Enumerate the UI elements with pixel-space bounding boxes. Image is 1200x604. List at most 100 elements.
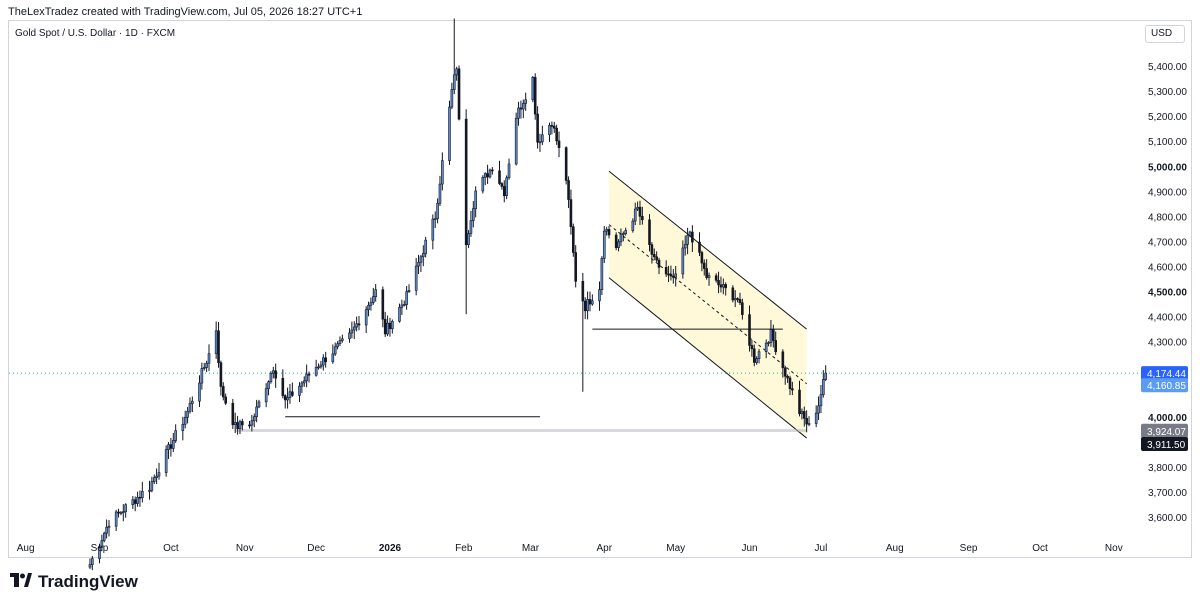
candle-body xyxy=(791,388,794,391)
candle xyxy=(517,101,520,126)
x-tick-label: Oct xyxy=(1032,543,1048,554)
candle xyxy=(100,534,104,552)
candle xyxy=(802,406,806,427)
candle xyxy=(436,198,439,224)
candle xyxy=(574,245,577,288)
candle-body xyxy=(91,558,94,565)
candle-body xyxy=(431,218,435,241)
candle xyxy=(422,245,425,267)
candle xyxy=(667,265,670,282)
candle-body xyxy=(707,275,711,278)
candle xyxy=(291,382,294,397)
candle xyxy=(472,201,475,228)
candle-body xyxy=(472,208,475,221)
candle xyxy=(350,321,354,339)
prev-close-badge-bg xyxy=(1141,378,1188,393)
symbol-title[interactable]: Gold Spot / U.S. Dollar · 1D · FXCM xyxy=(15,28,176,39)
candle-body xyxy=(474,190,477,209)
candle-body xyxy=(731,287,735,301)
candle-body xyxy=(688,231,692,236)
candle xyxy=(464,109,468,315)
candlesticks xyxy=(88,18,828,571)
candle xyxy=(383,311,387,337)
candle xyxy=(405,286,408,310)
descending-channel[interactable] xyxy=(608,170,807,439)
candle xyxy=(252,413,256,428)
candle-body xyxy=(100,540,104,548)
candle xyxy=(624,227,627,236)
candle xyxy=(255,399,258,423)
candle-body xyxy=(541,134,544,143)
candle-body xyxy=(219,362,223,387)
candle xyxy=(583,297,587,320)
candle xyxy=(536,106,539,149)
candle xyxy=(772,324,775,348)
candle xyxy=(467,230,470,249)
candle xyxy=(167,441,170,459)
candle xyxy=(314,359,318,377)
candle xyxy=(617,239,620,252)
candle-body xyxy=(672,275,675,278)
candle xyxy=(705,259,708,280)
candle xyxy=(788,375,792,395)
candle xyxy=(114,509,118,531)
candle-body xyxy=(705,268,708,278)
currency-selector[interactable]: USD xyxy=(1145,25,1185,43)
candle xyxy=(267,380,270,396)
candle-body xyxy=(683,244,687,249)
candle xyxy=(152,474,156,485)
candle xyxy=(221,382,225,401)
candle-body xyxy=(207,353,211,364)
candle xyxy=(150,476,154,493)
candle-body xyxy=(255,406,258,417)
candle-body xyxy=(402,304,406,306)
candle xyxy=(738,292,742,306)
candle-body xyxy=(636,206,639,210)
candle xyxy=(131,496,135,509)
candle-body xyxy=(231,402,235,426)
tradingview-branding[interactable]: TradingView xyxy=(10,572,138,592)
candle xyxy=(641,206,644,225)
candle-body xyxy=(536,113,539,143)
candle xyxy=(107,520,111,537)
candle-body xyxy=(781,351,785,369)
candle-body xyxy=(631,220,635,231)
candle xyxy=(188,397,192,414)
candle-body xyxy=(448,106,451,161)
candle xyxy=(238,419,242,434)
horizontal-levels[interactable] xyxy=(9,328,1140,433)
chart-attribution: TheLexTradez created with TradingView.co… xyxy=(8,6,363,18)
candle-body xyxy=(702,262,706,269)
candle xyxy=(717,271,720,294)
candle-body xyxy=(398,307,401,322)
candle xyxy=(288,383,292,404)
candle xyxy=(736,297,739,303)
candle-body xyxy=(752,348,756,363)
candle xyxy=(767,341,770,347)
candle-body xyxy=(336,343,339,348)
candle-body xyxy=(652,254,656,258)
candle-body xyxy=(591,300,594,305)
candle xyxy=(191,396,194,413)
candle-body xyxy=(581,281,585,302)
candle xyxy=(633,202,637,226)
candle-body xyxy=(269,372,273,382)
candle-body xyxy=(257,401,261,408)
candle-body xyxy=(488,169,492,178)
candle xyxy=(348,328,351,343)
candle xyxy=(241,418,244,431)
candle xyxy=(722,278,725,295)
candle-body xyxy=(574,252,577,282)
candle-body xyxy=(586,299,589,312)
level-badge: 3,911.50 xyxy=(1147,440,1186,451)
candle-body xyxy=(505,177,508,196)
candle-body xyxy=(800,411,804,415)
candle xyxy=(817,396,820,420)
candle-body xyxy=(188,403,192,412)
level-badge-bg xyxy=(1141,436,1188,451)
x-tick-label: Aug xyxy=(886,543,904,554)
candle-body xyxy=(186,410,189,418)
axes: 3,600.00 3,700.00 3,800.00 4,000.00 4,300.00… xyxy=(17,62,1188,554)
candle xyxy=(700,250,704,272)
